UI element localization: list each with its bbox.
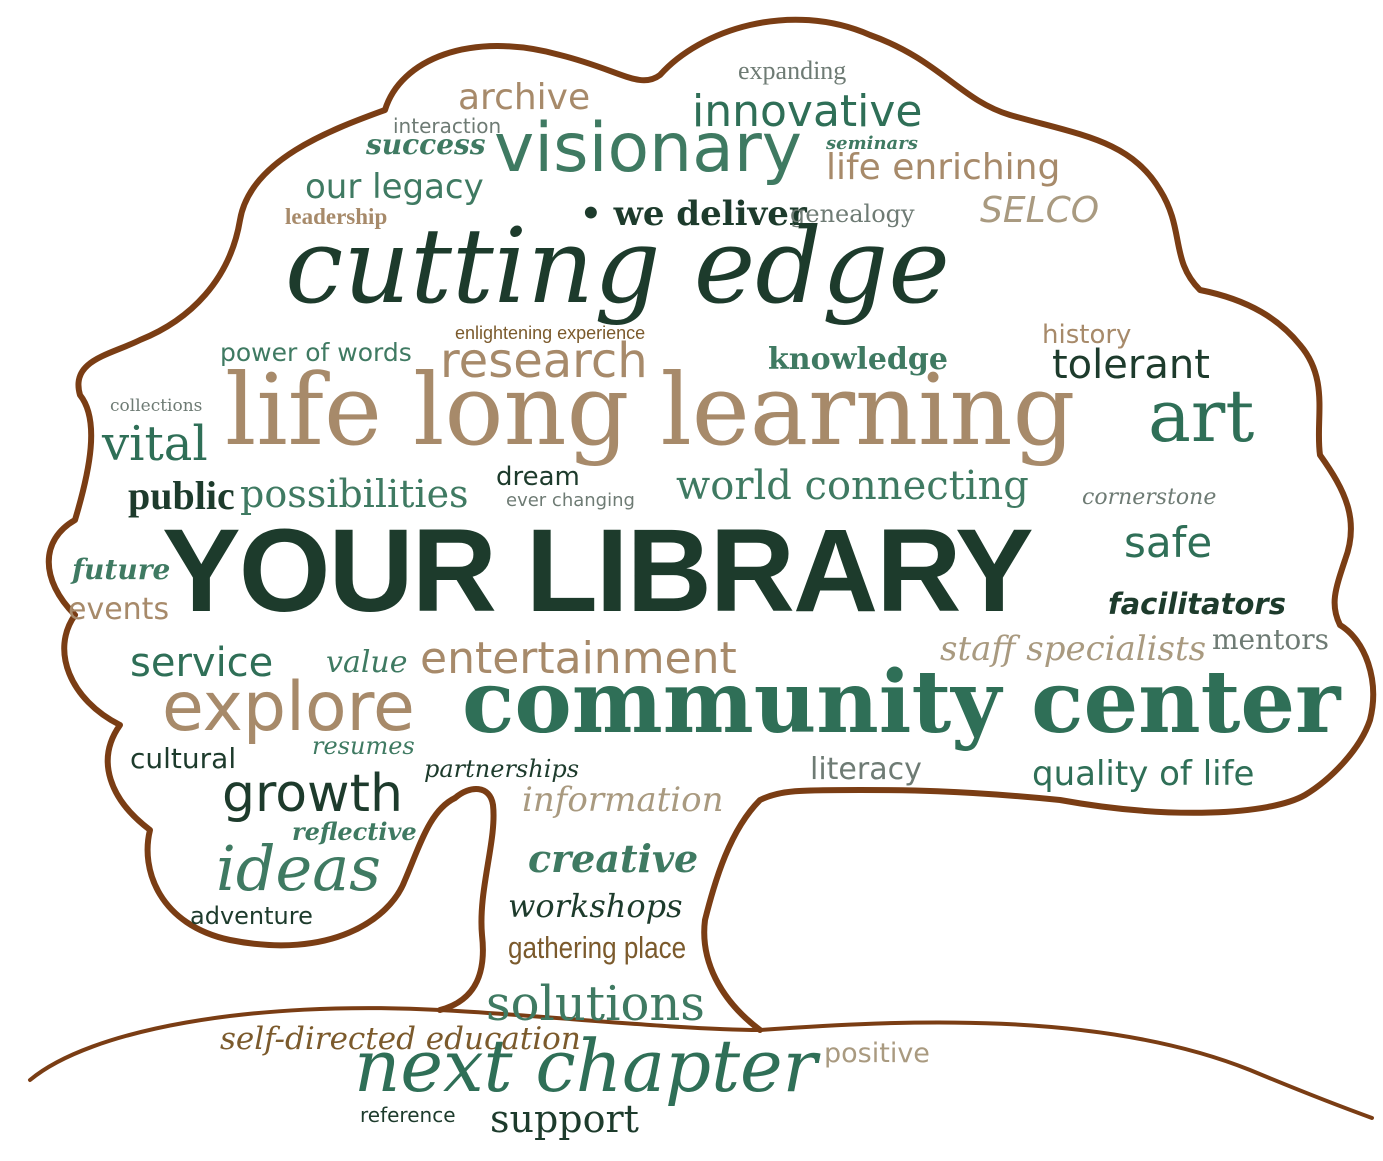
word-entertainment: entertainment [420, 633, 737, 684]
word-enlightening-experience: enlightening experience [455, 323, 646, 343]
word-life-enriching: life enriching [826, 147, 1061, 188]
word-cutting-edge: cutting edge [285, 205, 950, 327]
word-community-center: community center [462, 652, 1341, 753]
word-next-chapter: next chapter [354, 1024, 818, 1108]
word-gathering-place: gathering place [508, 930, 687, 965]
word-information: information [522, 780, 724, 820]
word-solutions: solutions [486, 976, 705, 1032]
word-art: art [1148, 374, 1255, 458]
word-literacy: literacy [810, 752, 922, 787]
tree-trunk-outline [437, 786, 497, 1013]
word-workshops: workshops [508, 887, 683, 925]
tree-canopy-outline [45, 16, 1377, 1033]
word-ever-changing: ever changing [506, 490, 635, 511]
word-expanding: expanding [738, 56, 847, 85]
word-safe: safe [1124, 518, 1213, 567]
word-visionary: visionary [494, 109, 803, 188]
word-resumes: resumes [312, 732, 415, 760]
word-innovative: innovative [692, 86, 923, 137]
word-seminars: seminars [826, 133, 918, 154]
word-support: support [490, 1097, 639, 1141]
word-interaction: interaction [393, 114, 502, 138]
word-ideas: ideas [216, 832, 381, 905]
word-history: history [1042, 320, 1132, 350]
word-reference: reference [360, 1103, 456, 1127]
word-mentors: mentors [1212, 623, 1330, 656]
word-research: research [440, 333, 648, 389]
word-partnerships: partnerships [424, 755, 580, 783]
word-cultural: cultural [130, 742, 237, 775]
word-creative: creative [528, 836, 699, 881]
word-selco: SELCO [980, 190, 1100, 231]
word-adventure: adventure [190, 902, 313, 930]
word-genealogy: genealogy [790, 200, 915, 228]
word-your-library: YOUR LIBRARY [162, 505, 1034, 637]
ground-line [28, 1006, 1374, 1120]
word-growth: growth [222, 764, 403, 824]
word-dream: dream [496, 462, 580, 492]
word-our-legacy: our legacy [305, 167, 484, 207]
word-quality-of-life: quality of life [1032, 754, 1255, 794]
word-value: value [326, 645, 408, 680]
word-staff-specialists: staff specialists [940, 629, 1207, 669]
word-public: public [128, 473, 235, 518]
word-power-of-words: power of words [220, 338, 412, 367]
word-vital: vital [102, 416, 208, 472]
word-tolerant: tolerant [1052, 342, 1210, 388]
word-positive: positive [824, 1038, 930, 1069]
word-archive: archive [458, 77, 591, 118]
word-life-long-learning: life long learning [225, 354, 1076, 468]
word-reflective: reflective [292, 817, 417, 846]
word-facilitators: facilitators [1108, 587, 1286, 621]
word-explore: explore [162, 668, 415, 747]
word-possibilities: possibilities [240, 472, 469, 516]
word-collections: collections [110, 396, 203, 416]
word-success: success [366, 128, 486, 161]
word-leadership: leadership [285, 204, 388, 229]
word-knowledge: knowledge [768, 342, 948, 377]
word-we-deliver: • we deliver [580, 194, 807, 234]
word-world-connecting: world connecting [676, 463, 1029, 509]
word-service: service [130, 640, 274, 686]
word-cornerstone: cornerstone [1082, 485, 1217, 510]
word-events: events [68, 592, 170, 627]
word-future: future [72, 553, 171, 586]
word-self-directed-education: self-directed education [220, 1021, 581, 1057]
